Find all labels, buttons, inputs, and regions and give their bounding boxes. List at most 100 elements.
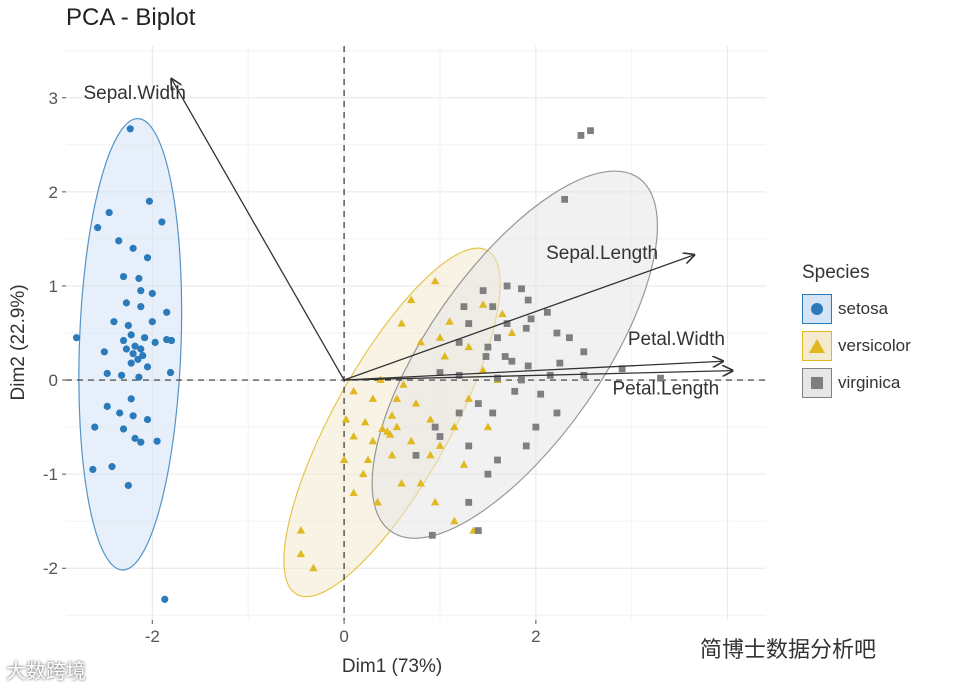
point-setosa [143,254,152,262]
point-setosa [148,318,156,326]
point-setosa [108,463,116,471]
legend: Species setosa versicolor virginica [802,262,911,401]
point-virginica [484,470,492,478]
point-versicolor [349,432,358,440]
point-versicolor [478,366,488,374]
point-versicolor [478,300,488,308]
point-virginica [503,320,511,327]
point-versicolor [430,497,440,506]
point-versicolor [296,526,306,534]
x-axis-label: Dim1 (73%) [342,656,442,677]
point-virginica [522,442,530,450]
point-virginica [474,527,482,535]
arrow-label-petal-length: Petal.Length [612,379,719,400]
y-tick-label: 0 [49,371,58,390]
point-versicolor [339,455,349,464]
point-virginica [543,308,551,316]
point-versicolor [360,417,370,426]
legend-title: Species [802,262,870,283]
point-versicolor [407,436,416,445]
point-virginica [465,320,473,327]
point-virginica [428,531,436,539]
point-virginica [455,371,463,379]
point-virginica [657,374,664,382]
point-virginica [431,423,439,431]
arrow-label-sepal-length: Sepal.Length [546,243,658,264]
y-tick-label: 3 [49,89,58,108]
point-setosa [143,363,152,371]
arrow-label-petal-width: Petal.Width [628,329,725,350]
point-setosa [119,336,128,345]
legend-item-versicolor: versicolor [802,327,911,364]
point-virginica [580,348,588,356]
point-setosa [166,368,175,377]
point-versicolor [459,460,469,468]
arrow-petal-length [344,371,732,381]
point-versicolor [483,422,493,431]
point-virginica [494,456,501,464]
x-tick-label: 0 [339,627,348,646]
point-setosa [167,336,176,345]
point-virginica [465,442,473,450]
point-versicolor [385,430,395,438]
point-virginica [580,371,588,379]
point-setosa [91,423,99,431]
y-tick-label: 2 [49,183,58,202]
legend-key-versicolor [802,330,832,361]
arrow-label-sepal-width: Sepal.Width [83,83,185,104]
point-versicolor [397,479,406,487]
watermark-left: 大数跨境 [6,661,86,683]
point-versicolor [368,394,378,402]
point-versicolor [498,309,507,318]
point-virginica [618,365,626,373]
arrow-sepal-length [343,255,694,381]
point-virginica [479,287,487,295]
point-virginica [561,195,569,203]
point-versicolor [435,441,445,449]
point-setosa [72,334,81,342]
y-axis-label: Dim2 (22.9%) [8,284,29,400]
point-virginica [537,390,545,398]
point-setosa [145,197,154,205]
point-setosa [124,321,132,330]
point-setosa [119,425,128,433]
point-virginica [455,409,463,417]
point-versicolor [387,450,397,459]
point-virginica [524,362,532,370]
point-versicolor [373,497,382,506]
point-versicolor [430,276,440,285]
point-versicolor [359,469,368,478]
point-setosa [153,437,161,445]
point-setosa [127,359,135,367]
point-virginica [501,353,509,360]
point-versicolor [349,488,358,496]
point-virginica [553,409,561,417]
point-versicolor [426,450,435,459]
point-versicolor [392,422,402,431]
point-versicolor [392,394,402,402]
point-virginica [482,353,490,360]
point-setosa [151,338,159,347]
x-tick-label: 2 [531,627,540,646]
point-virginica [460,303,468,311]
point-virginica [474,400,482,407]
point-setosa [129,412,137,420]
legend-label-virginica: virginica [838,372,901,392]
point-versicolor [464,394,473,402]
point-setosa [137,345,145,353]
point-setosa [141,334,149,342]
point-setosa [103,402,111,410]
point-versicolor [368,436,378,445]
point-setosa [161,595,169,603]
point-virginica [511,387,519,395]
point-versicolor [349,386,358,395]
point-virginica [518,376,525,384]
point-virginica [489,409,497,417]
legend-item-virginica: virginica [802,364,911,401]
point-setosa [163,308,171,316]
point-virginica [455,339,463,346]
point-virginica [566,334,573,342]
point-virginica [494,374,501,382]
point-virginica [465,498,473,506]
point-versicolor [416,479,425,487]
